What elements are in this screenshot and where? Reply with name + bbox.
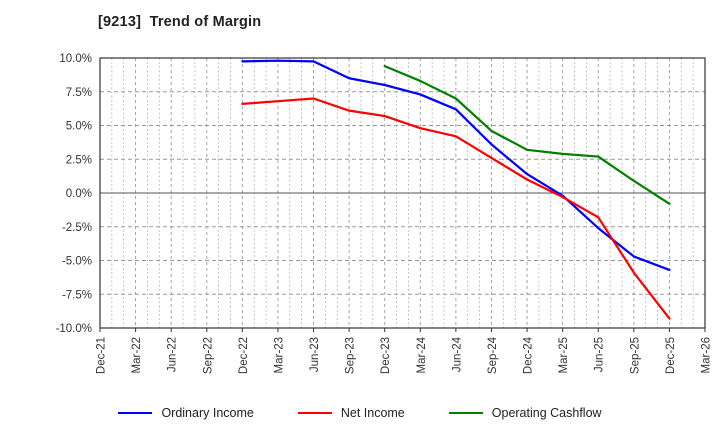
svg-text:Sep-24: Sep-24 — [487, 336, 499, 374]
legend-item-ordinary-income[interactable]: Ordinary Income — [118, 406, 254, 420]
y-axis-ticks: 10.0% 7.5% 5.0% 2.5% 0.0% -2.5% -5.0% -7.5% -10.… — [56, 53, 92, 335]
svg-text:10.0%: 10.0% — [59, 53, 92, 65]
svg-text:7.5%: 7.5% — [66, 87, 92, 99]
legend-color-swatch — [297, 412, 332, 414]
svg-text:Mar-26: Mar-26 — [701, 337, 713, 373]
svg-text:2.5%: 2.5% — [66, 154, 92, 166]
svg-text:Jun-25: Jun-25 — [594, 337, 606, 372]
legend-color-swatch — [118, 412, 153, 414]
svg-text:0.0%: 0.0% — [66, 188, 92, 200]
svg-text:Sep-25: Sep-25 — [629, 337, 641, 374]
svg-text:Dec-25: Dec-25 — [665, 337, 677, 374]
svg-text:Jun-24: Jun-24 — [451, 336, 463, 372]
svg-text:Jun-22: Jun-22 — [167, 337, 179, 372]
svg-text:Mar-22: Mar-22 — [131, 337, 143, 373]
legend-color-swatch — [448, 412, 483, 414]
svg-text:5.0%: 5.0% — [66, 121, 92, 133]
svg-text:Dec-21: Dec-21 — [96, 337, 108, 374]
svg-text:Jun-23: Jun-23 — [309, 337, 321, 372]
data-series-layer — [241, 59, 671, 320]
legend-label: Net Income — [340, 406, 405, 420]
svg-text:-7.5%: -7.5% — [62, 289, 92, 301]
svg-text:Mar-24: Mar-24 — [416, 336, 428, 373]
legend-item-net-income[interactable]: Net Income — [297, 406, 405, 420]
legend-item-operating-cashflow[interactable]: Operating Cashflow — [448, 406, 602, 420]
svg-text:-10.0%: -10.0% — [56, 323, 92, 335]
x-axis-ticks: Dec-21 Mar-22 Jun-22 Sep-22 Dec-22 Mar-23 Jun-… — [96, 328, 713, 374]
svg-text:Dec-23: Dec-23 — [380, 337, 392, 374]
svg-text:Dec-24: Dec-24 — [523, 336, 535, 374]
svg-text:Mar-23: Mar-23 — [273, 337, 285, 373]
legend-label: Operating Cashflow — [491, 406, 602, 420]
series-line-operating-cashflow — [383, 64, 671, 205]
series-line-ordinary-income — [241, 59, 671, 272]
gridlines — [99, 57, 705, 329]
svg-text:Sep-22: Sep-22 — [202, 337, 214, 374]
chart-legend: Ordinary Income Net Income Operating Cashf… — [0, 398, 720, 428]
legend-label: Ordinary Income — [161, 406, 254, 420]
chart-title: [9213] Trend of Margin — [98, 14, 262, 30]
svg-text:Sep-23: Sep-23 — [345, 337, 357, 374]
svg-text:-5.0%: -5.0% — [62, 256, 92, 268]
axis-frame — [99, 57, 706, 329]
svg-text:Dec-22: Dec-22 — [238, 337, 250, 374]
series-line-net-income — [241, 97, 671, 320]
svg-text:-2.5%: -2.5% — [62, 222, 92, 234]
svg-text:Mar-25: Mar-25 — [558, 337, 570, 373]
